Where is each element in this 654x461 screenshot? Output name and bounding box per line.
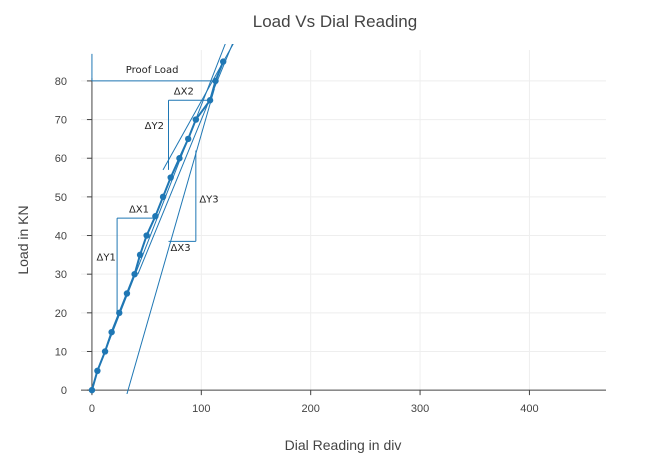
data-point — [152, 213, 159, 220]
data-point — [116, 309, 123, 317]
x-axis-ticks: 0 100 200 300 400 — [89, 390, 539, 415]
reference-line — [137, 44, 233, 275]
series-line — [90, 61, 225, 391]
data-point — [159, 193, 167, 201]
annotation-label: ΔY3 — [199, 195, 218, 206]
data-point — [206, 97, 214, 104]
x-tick-label: 200 — [302, 403, 320, 415]
data-point — [219, 58, 227, 65]
annotation-label: ΔX1 — [129, 204, 149, 215]
y-axis-ticks: 0 10 20 30 40 50 60 70 80 — [55, 76, 92, 397]
data-point — [94, 367, 101, 375]
data-point — [176, 155, 183, 162]
data-point — [88, 386, 96, 394]
construction-lines — [91, 53, 216, 313]
data-point — [108, 328, 115, 336]
x-axis-label: Dial Reading in div — [285, 437, 402, 453]
data-series — [88, 58, 227, 394]
data-point — [143, 232, 150, 239]
data-point — [184, 135, 192, 143]
annotation-label: ΔY2 — [145, 121, 164, 132]
data-point — [131, 270, 138, 278]
y-tick-label: 30 — [55, 269, 67, 281]
annotation-label: ΔY1 — [97, 253, 116, 264]
y-tick-label: 40 — [55, 231, 67, 243]
data-point — [123, 290, 131, 297]
x-tick-label: 0 — [89, 403, 95, 415]
data-point — [192, 116, 200, 123]
annotation-label: ΔX2 — [174, 86, 194, 97]
x-tick-label: 300 — [411, 403, 429, 415]
chart-title: Load Vs Dial Reading — [253, 12, 417, 31]
y-tick-label: 0 — [61, 385, 67, 397]
x-tick-label: 400 — [520, 403, 538, 415]
y-tick-label: 80 — [55, 76, 67, 88]
annotation-label: ΔX3 — [171, 243, 191, 254]
data-point — [167, 174, 174, 181]
data-point — [212, 77, 219, 85]
annotations: Proof Load ΔY1 ΔX1 ΔY2 ΔX2 ΔY3 ΔX3 — [97, 65, 219, 263]
x-tick-label: 100 — [192, 403, 210, 415]
y-tick-label: 20 — [55, 308, 67, 320]
annotation-label: Proof Load — [126, 65, 179, 76]
y-tick-label: 60 — [55, 153, 67, 165]
data-point — [136, 251, 144, 259]
reference-line — [126, 88, 215, 394]
y-tick-label: 10 — [55, 346, 67, 358]
data-point — [101, 348, 109, 355]
y-tick-label: 70 — [55, 115, 67, 127]
y-tick-label: 50 — [55, 192, 67, 204]
y-axis-label: Load in KN — [15, 205, 31, 274]
